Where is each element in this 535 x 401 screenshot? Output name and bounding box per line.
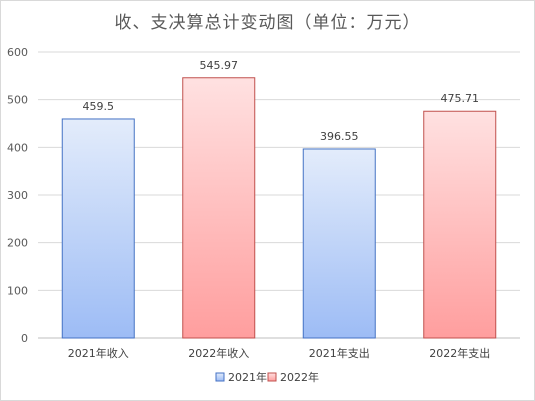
chart-title: 收、支决算总计变动图（单位：万元） [114,13,421,33]
y-tick-label: 0 [21,332,28,345]
y-tick-label: 400 [7,141,28,154]
data-label: 396.55 [320,130,359,143]
bar [61,118,135,339]
y-axis: 0 100 200 300 400 500 600 [7,46,28,345]
bar [182,77,256,339]
y-tick-label: 500 [7,94,28,107]
legend-swatch [215,372,225,382]
x-tick-label: 2021年支出 [309,346,370,360]
y-tick-label: 600 [7,46,28,59]
y-tick-label: 100 [7,284,28,297]
legend-label: 2021年 [228,370,267,384]
data-label: 475.71 [441,92,480,105]
x-tick-label: 2022年收入 [188,346,249,360]
bars: 459.5 545.97 396.55 475.71 [61,59,497,339]
y-tick-label: 300 [7,189,28,202]
x-tick-label: 2022年支出 [429,346,490,360]
bar [423,110,497,339]
legend-swatch [267,372,277,382]
data-label: 545.97 [200,59,239,72]
x-tick-label: 2021年收入 [68,346,129,360]
y-tick-label: 200 [7,237,28,250]
x-axis: 2021年收入 2022年收入 2021年支出 2022年支出 [68,346,491,360]
data-label: 459.5 [83,100,115,113]
bar [302,148,376,339]
legend-label: 2022年 [280,370,319,384]
legend: 2021年 2022年 [215,370,319,384]
